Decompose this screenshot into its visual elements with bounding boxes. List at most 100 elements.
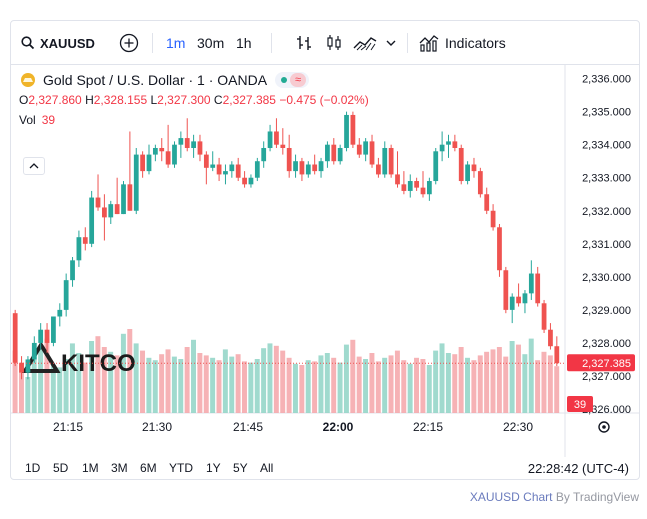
- candle-body: [554, 346, 560, 364]
- candles-type-button[interactable]: [325, 31, 343, 55]
- candle-body: [344, 114, 349, 148]
- candle-body: [235, 164, 241, 178]
- candle-body: [522, 293, 528, 304]
- range-5y-button[interactable]: 5Y: [233, 461, 248, 475]
- price-tick-label: 2,335.000: [582, 107, 631, 119]
- time-tick-label: 21:15: [53, 420, 83, 434]
- credit-symbol-link[interactable]: XAUUSD Chart: [469, 490, 553, 504]
- candles-icon: [327, 35, 341, 50]
- settings-gear-icon[interactable]: [598, 421, 610, 433]
- volume-bar: [509, 341, 515, 413]
- volume-bar: [394, 350, 400, 413]
- volume-bar: [350, 339, 356, 413]
- time-tick-label: 21:30: [142, 420, 172, 434]
- volume-bar: [363, 359, 369, 413]
- candle-body: [146, 154, 152, 172]
- range-3m-button[interactable]: 3M: [111, 461, 128, 475]
- price-tick-label: 2,329.000: [582, 305, 631, 317]
- volume-bar: [241, 361, 247, 413]
- volume-bar: [89, 341, 95, 413]
- volume-bar: [235, 354, 241, 413]
- candle-body: [401, 184, 407, 191]
- candle-body: [484, 194, 490, 211]
- candle-body: [89, 197, 95, 244]
- range-5d-button[interactable]: 5D: [53, 461, 69, 475]
- candle-body: [267, 131, 273, 148]
- candle-body: [528, 273, 534, 294]
- area-chart-icon: [353, 37, 377, 51]
- candle-body: [184, 138, 190, 148]
- market-status-pill[interactable]: ≈: [275, 72, 310, 88]
- volume-bar: [31, 355, 37, 413]
- candle-body: [286, 147, 292, 172]
- candle-body: [439, 144, 445, 152]
- candle-body: [471, 164, 477, 172]
- indicators-button[interactable]: Indicators: [419, 31, 506, 55]
- volume-bar: [12, 350, 18, 413]
- price-chart[interactable]: KITCO2,336.0002,335.0002,334.0002,333.00…: [11, 65, 639, 457]
- toolbar-divider: [271, 33, 272, 53]
- high-label: H: [85, 93, 94, 107]
- volume-bar: [203, 355, 209, 413]
- close-value: 2,327.385: [222, 93, 276, 107]
- range-ytd-button[interactable]: YTD: [169, 461, 193, 475]
- candle-body: [356, 144, 362, 155]
- candle-body: [516, 296, 521, 304]
- volume-bar: [515, 344, 521, 413]
- interval-1m-button[interactable]: 1m: [166, 35, 186, 51]
- candle-body: [312, 164, 318, 172]
- symbol-label: XAUUSD: [40, 35, 95, 51]
- volume-bar: [171, 356, 177, 413]
- price-tick-label: 2,330.000: [582, 272, 631, 284]
- area-type-button[interactable]: [353, 31, 377, 55]
- volume-bar: [133, 343, 139, 413]
- time-tick-label: 21:45: [233, 420, 263, 434]
- candle-body: [210, 164, 216, 168]
- range-1m-button[interactable]: 1M: [82, 461, 99, 475]
- timezone-clock[interactable]: 22:28:42 (UTC-4): [527, 460, 629, 476]
- chevron-up-icon: [29, 163, 39, 169]
- chart-type-dropdown[interactable]: [385, 31, 397, 55]
- candle-body: [452, 141, 458, 148]
- interval-1h-button[interactable]: 1h: [236, 35, 252, 51]
- high-value: 2,328.155: [93, 93, 148, 107]
- symbol-search-button[interactable]: XAUUSD: [21, 31, 95, 55]
- range-1y-button[interactable]: 1Y: [206, 461, 221, 475]
- time-tick-label: 22:15: [413, 420, 443, 434]
- compare-button[interactable]: [119, 31, 139, 55]
- legend-title-row: Gold Spot / U.S. Dollar · 1 · OANDA ≈: [19, 70, 369, 90]
- candle-body: [299, 161, 305, 175]
- tradingview-credit[interactable]: XAUUSD Chart By TradingView: [470, 490, 639, 504]
- range-1d-button[interactable]: 1D: [25, 461, 41, 475]
- volume-bar: [318, 355, 324, 413]
- candle-body: [274, 131, 279, 145]
- price-tick-label: 2,326.000: [582, 404, 631, 416]
- volume-bar: [445, 353, 451, 413]
- last-volume-badge: [567, 396, 593, 412]
- candle-body: [19, 362, 24, 373]
- volume-bar: [197, 353, 203, 413]
- volume-bar: [541, 351, 547, 413]
- interval-30m-button[interactable]: 30m: [197, 35, 225, 51]
- candle-body: [541, 303, 547, 330]
- volume-bar: [324, 353, 330, 413]
- price-tick-label: 2,334.000: [582, 140, 631, 152]
- candle-body: [363, 141, 369, 155]
- candle-body: [25, 359, 31, 373]
- credit-by-link[interactable]: By TradingView: [555, 490, 639, 504]
- range-all-button[interactable]: All: [260, 461, 274, 475]
- volume-bar: [127, 329, 133, 413]
- range-6m-button[interactable]: 6M: [140, 461, 157, 475]
- volume-bar: [165, 349, 171, 413]
- collapse-legend-button[interactable]: [23, 157, 45, 175]
- last-price-badge: [567, 354, 635, 372]
- volume-bar: [490, 349, 496, 413]
- candle-body: [114, 204, 120, 215]
- candle-body: [133, 154, 139, 211]
- bar-type-button[interactable]: [295, 31, 313, 55]
- candle-body: [407, 181, 413, 191]
- candle-body: [31, 342, 37, 360]
- search-icon: [21, 36, 35, 50]
- candle-body: [121, 184, 126, 215]
- volume-bar: [477, 355, 483, 413]
